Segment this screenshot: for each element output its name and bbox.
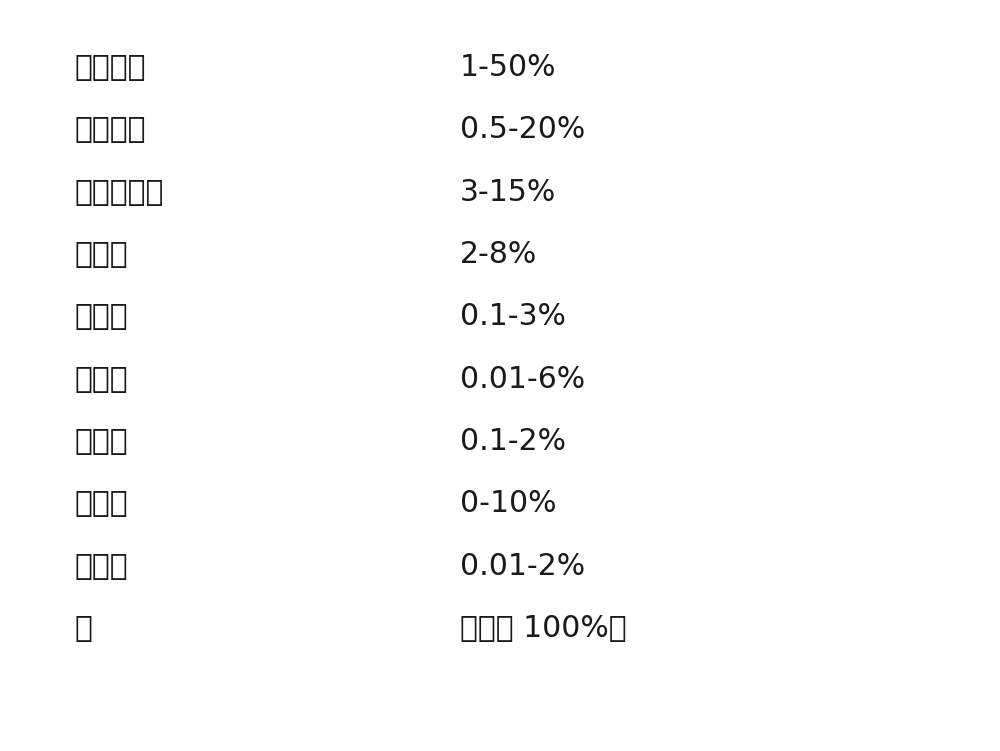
Text: 防冻剂: 防冻剂 [75,240,129,269]
Text: 0.01-6%: 0.01-6% [460,365,585,394]
Text: 螺虫乙酯: 螺虫乙酯 [75,53,146,82]
Text: 渗透剂: 渗透剂 [75,490,129,518]
Text: 消泡剂: 消泡剂 [75,552,129,581]
Text: 1-50%: 1-50% [460,53,556,82]
Text: 0.01-2%: 0.01-2% [460,552,585,581]
Text: 阿维菌素: 阿维菌素 [75,116,146,144]
Text: 0.5-20%: 0.5-20% [460,116,585,144]
Text: 润湿分散剂: 润湿分散剂 [75,178,164,207]
Text: 水: 水 [75,614,93,643]
Text: 增稠剂: 增稠剂 [75,303,129,331]
Text: 稳定剂: 稳定剂 [75,365,129,394]
Text: 3-15%: 3-15% [460,178,556,207]
Text: 0-10%: 0-10% [460,490,556,518]
Text: 补足到 100%。: 补足到 100%。 [460,614,627,643]
Text: 0.1-3%: 0.1-3% [460,303,566,331]
Text: 2-8%: 2-8% [460,240,537,269]
Text: 防腐剂: 防腐剂 [75,427,129,456]
Text: 0.1-2%: 0.1-2% [460,427,566,456]
